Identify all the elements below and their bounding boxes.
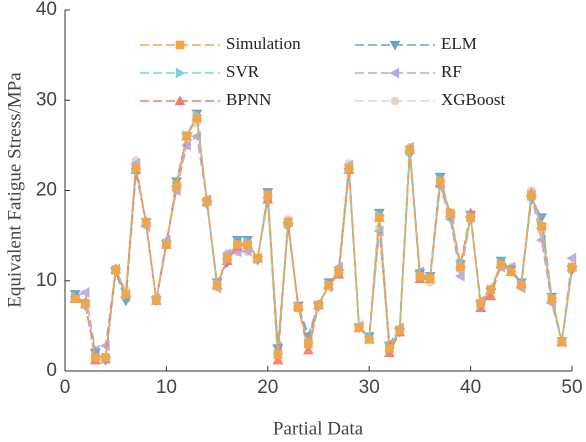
data-point [446,208,455,218]
y-tick-label: 30 [36,89,57,110]
data-point [324,280,333,290]
data-point [304,339,313,349]
series-line [74,112,573,360]
x-axis-label: Partial Data [273,418,364,439]
data-point [466,213,475,222]
data-point [273,350,283,360]
data-point [435,177,445,186]
y-tick-label: 40 [36,0,57,20]
series-line [74,115,573,359]
data-point [567,262,577,272]
data-point [476,299,486,308]
data-point [485,290,497,301]
data-point [425,274,435,284]
data-point [302,344,314,355]
legend-marker [389,40,401,51]
data-point [566,252,577,264]
data-point [354,323,364,332]
data-point [91,353,100,362]
data-point [233,240,242,249]
data-point [181,139,191,151]
data-point [121,289,131,299]
x-tick-label: 30 [359,377,380,398]
data-point [111,265,121,275]
data-point [517,280,526,290]
data-point [141,217,151,227]
data-point [506,267,516,277]
x-tick-label: 40 [460,377,481,398]
data-point [283,217,293,227]
data-point [151,296,161,305]
data-point [80,299,90,308]
data-point [253,253,262,263]
y-tick-label: 0 [46,360,57,381]
data-point [385,344,394,353]
data-point [202,197,212,206]
data-point [222,253,232,263]
data-point [293,303,303,313]
x-tick-label: 0 [60,377,71,398]
y-tick-label: 20 [36,180,57,201]
data-point [172,181,181,191]
data-point [192,114,202,123]
data-point [243,240,252,249]
data-point [395,326,404,335]
data-point [212,280,222,290]
y-tick-label: 10 [36,270,57,291]
data-point [557,337,567,347]
data-point [527,190,536,200]
data-point [272,354,284,365]
data-point [182,132,191,141]
legend-label: BPNN [226,90,271,109]
legend-marker [390,96,400,106]
data-point [454,270,465,282]
data-point [415,271,425,281]
data-point [263,190,273,200]
series-line [74,119,573,359]
data-point [79,287,90,298]
series-line [74,134,573,352]
data-point [70,294,80,304]
legend-marker [175,40,185,50]
series-line [74,113,573,362]
data-point [162,240,171,249]
data-point [131,163,141,173]
data-point [496,260,506,269]
data-point [101,353,110,362]
y-axis-label: Equivalent Fatigue Stress/MPa [4,72,25,308]
data-point [405,145,415,155]
data-point [547,294,557,304]
legend-label: Simulation [226,34,301,53]
data-point [456,262,465,272]
legend-marker [174,95,186,106]
legend-marker [175,67,186,79]
x-tick-label: 10 [156,377,177,398]
legend-label: XGBoost [441,90,506,109]
legend-label: ELM [441,34,477,53]
x-tick-label: 20 [257,377,278,398]
data-point [364,335,374,344]
legend-label: SVR [226,62,260,81]
data-point [334,267,344,277]
x-tick-label: 50 [561,377,582,398]
data-point [375,213,384,222]
series-line [74,110,573,362]
data-point [537,222,546,231]
data-point [314,300,323,310]
data-point [486,285,496,295]
legend-marker [389,67,400,79]
data-point [344,163,354,173]
legend-label: RF [441,62,462,81]
